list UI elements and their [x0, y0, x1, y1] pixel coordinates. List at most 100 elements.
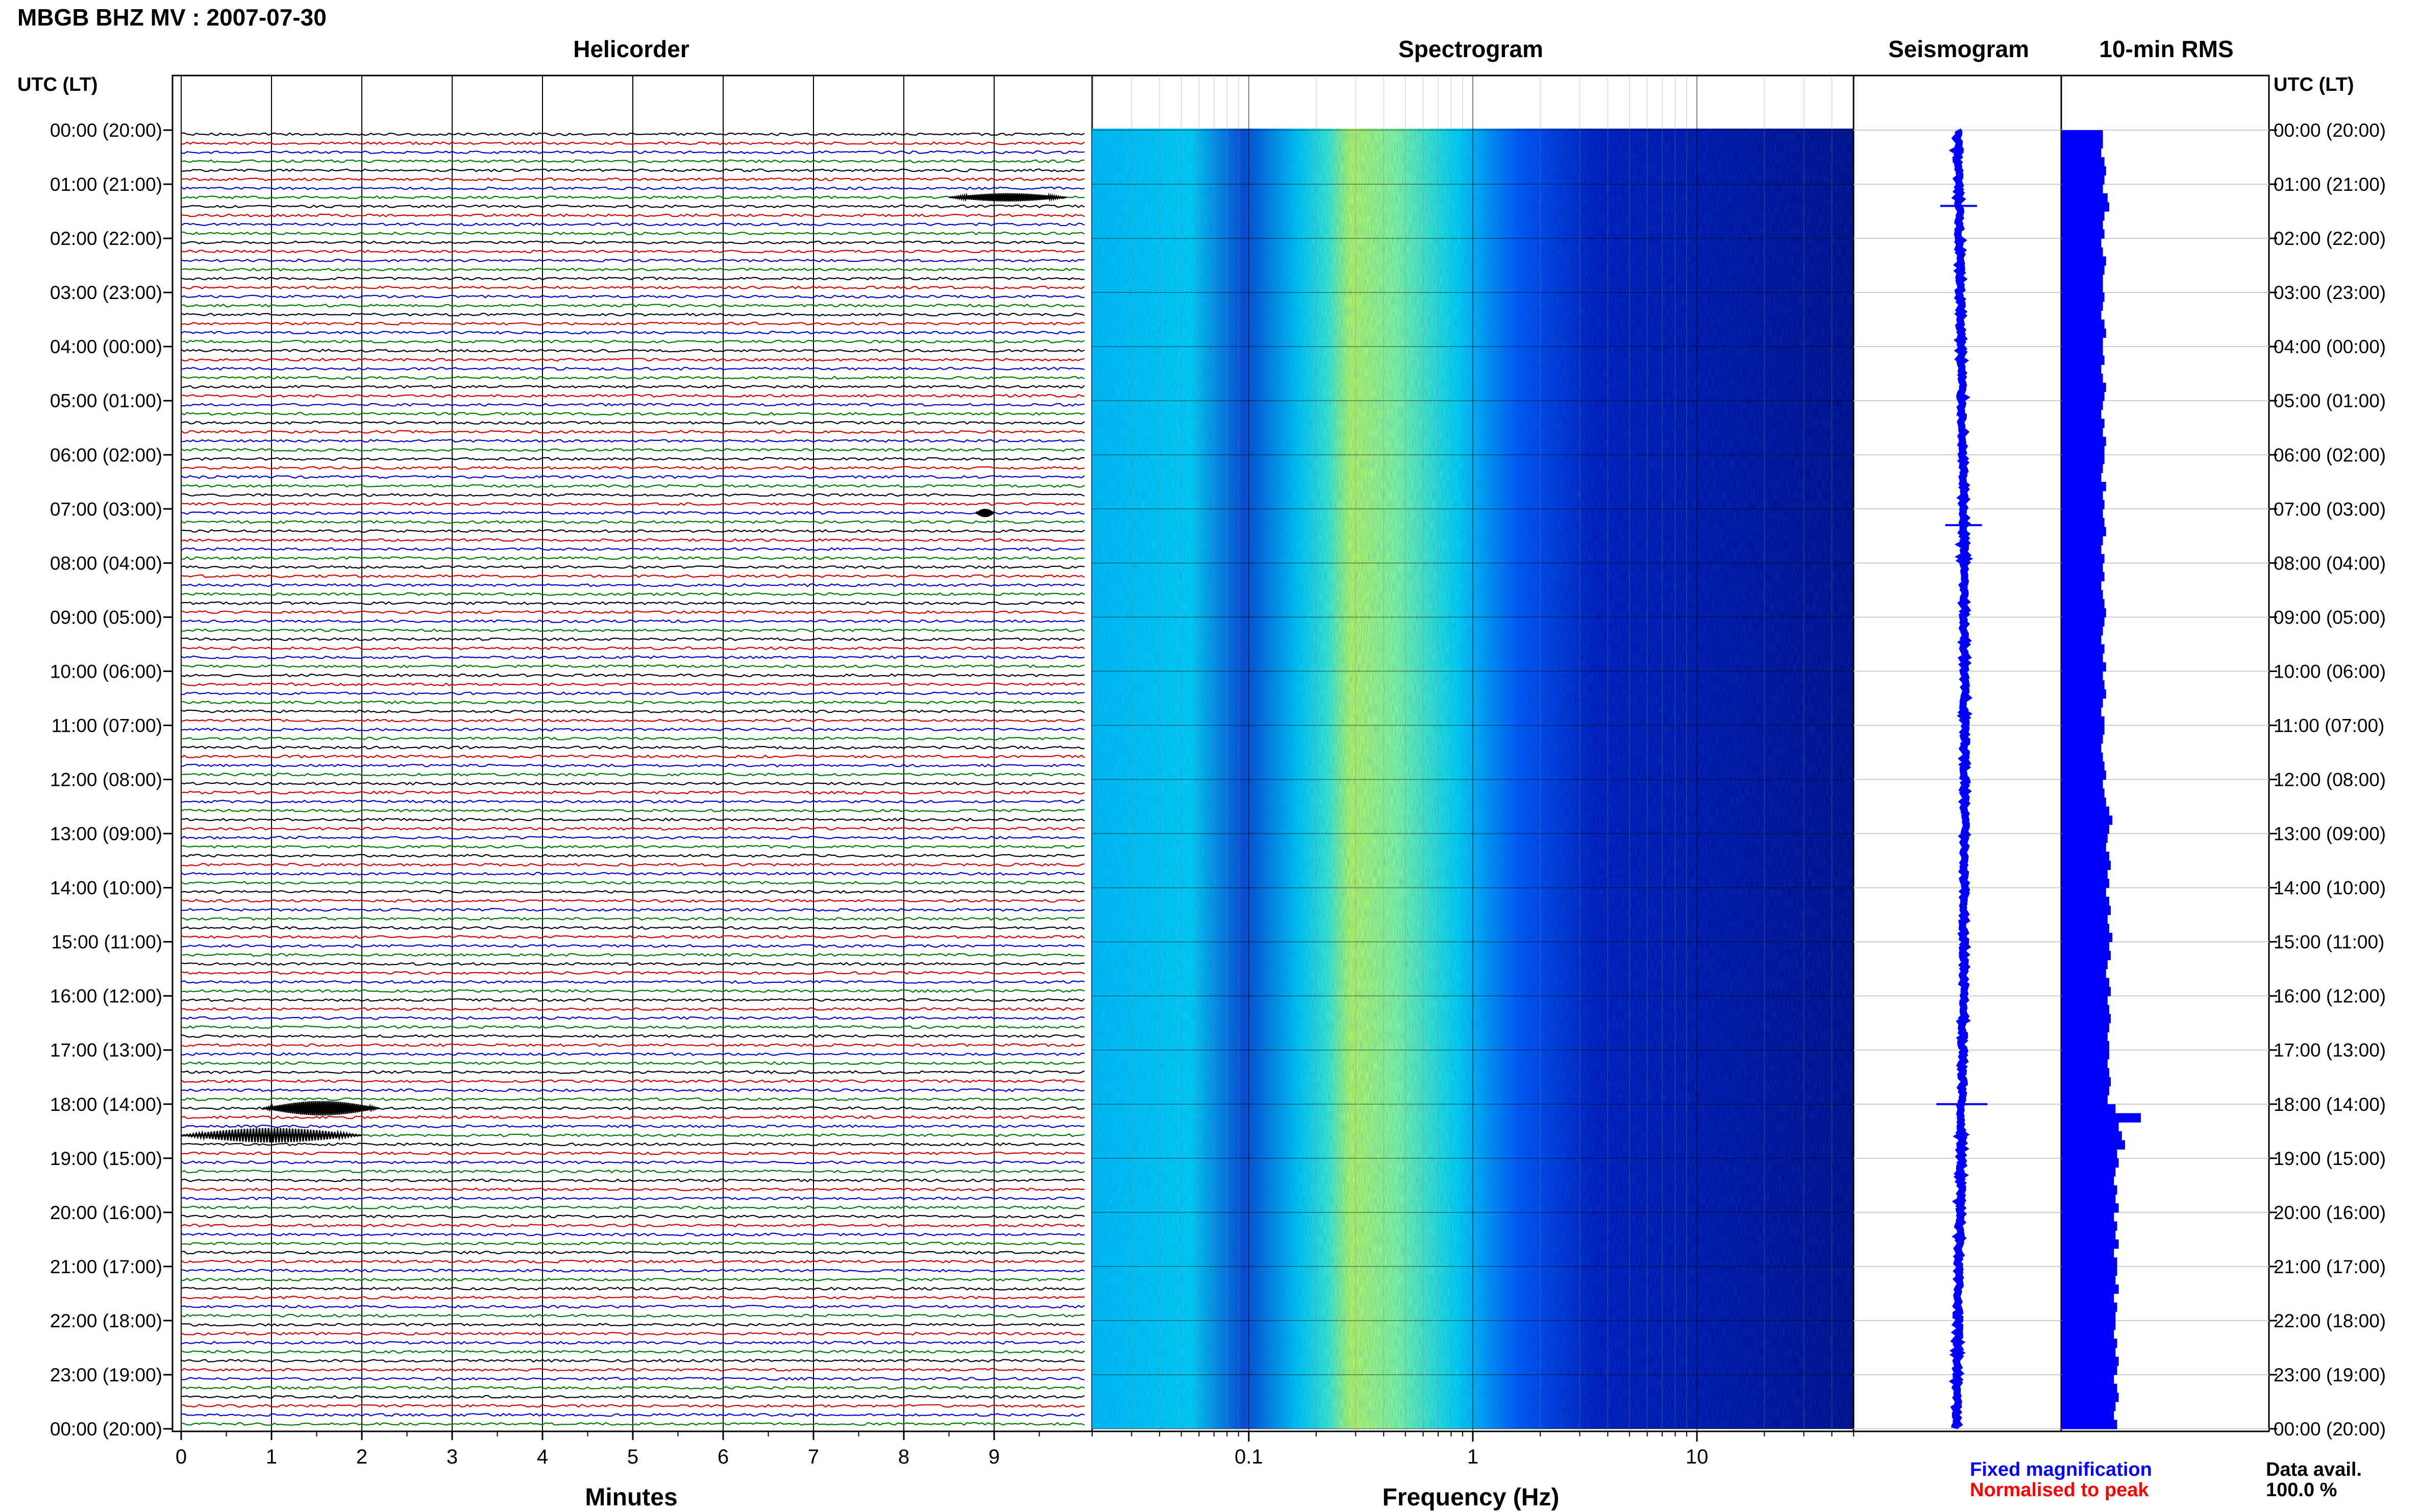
- rms-bar: [2062, 635, 2102, 645]
- rms-bar: [2062, 707, 2102, 717]
- helicorder-event: [181, 1128, 362, 1143]
- rms-bar: [2062, 743, 2102, 753]
- rms-bar: [2062, 364, 2102, 374]
- helicorder-trace: [181, 664, 1085, 668]
- rms-bar: [2062, 247, 2103, 257]
- rms-bar: [2062, 563, 2103, 573]
- rms-bar: [2062, 959, 2108, 970]
- time-label-left: 00:00 (20:00): [50, 1419, 162, 1440]
- rms-bar: [2062, 455, 2105, 464]
- rms-bar: [2062, 283, 2103, 293]
- time-label-right: 15:00 (11:00): [2274, 932, 2384, 953]
- helicorder-trace: [181, 601, 1085, 605]
- helicorder-trace: [181, 926, 1085, 930]
- legend-normalised-to-peak: Normalised to peak: [1970, 1479, 2149, 1501]
- rms-bar: [2062, 1383, 2117, 1393]
- helicorder-trace: [181, 141, 1085, 145]
- rms-bar: [2062, 914, 2108, 924]
- rms-bar: [2062, 265, 2105, 275]
- helicorder-trace: [181, 475, 1085, 479]
- rms-bar: [2062, 752, 2103, 762]
- time-label-right: 09:00 (05:00): [2274, 607, 2386, 628]
- helicorder-trace: [181, 150, 1085, 155]
- rms-bar: [2062, 590, 2103, 600]
- time-label-left: 13:00 (09:00): [50, 824, 162, 845]
- utc-label-right: UTC (LT): [2274, 74, 2354, 95]
- seismogram-grid: [1854, 130, 2061, 1429]
- helicorder-trace: [181, 845, 1085, 849]
- rms-bar: [2062, 1311, 2116, 1321]
- rms-bar: [2062, 220, 2103, 230]
- helicorder-trace: [181, 1269, 1085, 1273]
- helicorder-trace: [181, 366, 1085, 371]
- helicorder-trace: [181, 1088, 1085, 1093]
- helicorder-trace: [181, 277, 1085, 281]
- helicorder-trace: [181, 1169, 1085, 1174]
- rms-bar: [2062, 653, 2103, 663]
- rms-bar: [2062, 905, 2111, 915]
- rms-bar: [2062, 581, 2102, 590]
- helicorder-x-label: Minutes: [585, 1484, 677, 1511]
- helicorder-trace: [181, 998, 1085, 1002]
- helicorder-trace: [181, 439, 1085, 443]
- rms-bar: [2062, 409, 2102, 419]
- rms-bar: [2062, 608, 2106, 617]
- helicorder-trace: [181, 1097, 1085, 1101]
- helicorder-trace: [181, 1124, 1085, 1128]
- helicorder-trace: [181, 980, 1085, 984]
- time-label-left: 22:00 (18:00): [50, 1310, 162, 1331]
- time-label-left: 01:00 (21:00): [50, 174, 162, 195]
- helicorder-trace: [181, 989, 1085, 993]
- time-label-left: 21:00 (17:00): [50, 1256, 162, 1277]
- helicorder-trace: [181, 420, 1085, 425]
- rms-bar: [2062, 256, 2106, 266]
- time-label-right: 23:00 (19:00): [2274, 1365, 2386, 1385]
- helicorder-trace: [181, 204, 1085, 209]
- rms-bar: [2062, 139, 2103, 148]
- rms-bar: [2062, 725, 2105, 735]
- minute-tick-label: 7: [808, 1446, 819, 1468]
- rms-bar: [2062, 1420, 2117, 1429]
- helicorder-trace: [181, 1323, 1085, 1327]
- time-label-right: 00:00 (20:00): [2274, 120, 2386, 141]
- helicorder-trace: [181, 709, 1085, 713]
- helicorder-trace: [181, 186, 1085, 190]
- helicorder-trace: [181, 1079, 1085, 1083]
- helicorder-trace: [181, 817, 1085, 822]
- helicorder-trace: [181, 339, 1085, 344]
- helicorder-trace: [181, 1368, 1085, 1372]
- minute-tick-label: 3: [447, 1446, 458, 1468]
- helicorder-trace: [181, 646, 1085, 651]
- helicorder-trace: [181, 195, 1085, 200]
- rms-bar: [2062, 671, 2103, 681]
- helicorder-trace: [181, 1205, 1085, 1209]
- rms-bar: [2062, 842, 2106, 852]
- helicorder-trace: [181, 1350, 1085, 1354]
- helicorder-trace: [181, 682, 1085, 686]
- time-label-left: 10:00 (06:00): [50, 661, 162, 682]
- helicorder-trace: [181, 1395, 1085, 1399]
- helicorder-trace: [181, 1043, 1085, 1047]
- helicorder-trace: [181, 1160, 1085, 1164]
- time-label-right: 10:00 (06:00): [2274, 661, 2386, 682]
- helicorder-trace: [181, 285, 1085, 290]
- time-label-left: 09:00 (05:00): [50, 607, 162, 628]
- helicorder-trace: [181, 520, 1085, 524]
- helicorder-trace: [181, 908, 1085, 912]
- minute-tick-label: 1: [266, 1446, 277, 1468]
- rms-bar: [2062, 1023, 2109, 1032]
- helicorder-trace: [181, 691, 1085, 696]
- helicorder-trace: [181, 231, 1085, 236]
- helicorder-trace: [181, 971, 1085, 975]
- helicorder-trace: [181, 393, 1085, 398]
- helicorder-trace: [181, 331, 1085, 335]
- frequency-tick-label: 1: [1467, 1446, 1478, 1468]
- rms-bar: [2062, 382, 2106, 392]
- time-label-right: 18:00 (14:00): [2274, 1094, 2386, 1115]
- rms-bar: [2062, 391, 2105, 401]
- rms-bar: [2062, 536, 2103, 546]
- helicorder-trace: [181, 240, 1085, 244]
- rms-bar: [2062, 175, 2105, 185]
- rms-bar: [2062, 1266, 2117, 1276]
- helicorder-trace: [181, 736, 1085, 740]
